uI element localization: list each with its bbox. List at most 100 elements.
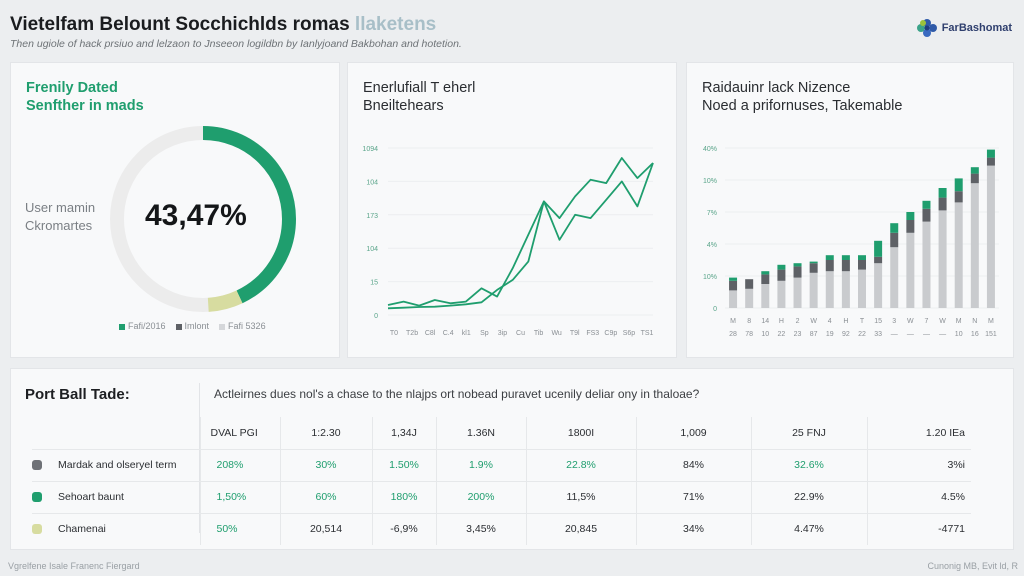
table-header-cell[interactable]: 1800I	[525, 417, 636, 450]
bar-segment-top[interactable]	[729, 277, 738, 281]
table-row[interactable]: Sehoart baunt 1,50% 60% 180% 200% 11,5% 71% 22.…	[32, 481, 971, 514]
x-tick-label: T9l	[570, 330, 580, 337]
bar-segment-top[interactable]	[938, 188, 947, 198]
bar-segment-top[interactable]	[890, 223, 899, 233]
table-header-cell[interactable]: 1:2.30	[279, 417, 372, 450]
bar-segment-mid[interactable]	[858, 260, 866, 270]
table-row[interactable]: Mardak and olseryel term 208% 30% 1.50% 1.9%…	[32, 449, 971, 482]
bar-segment-top[interactable]	[986, 149, 995, 158]
page-title: Vietelfam Belount Socchichlds romas llak…	[10, 14, 436, 36]
bar-segment-top[interactable]	[970, 167, 979, 174]
bar-segment-base[interactable]	[858, 269, 866, 308]
table-header-cell[interactable]: 1,009	[635, 417, 751, 450]
table-header-cell[interactable]: DVAL PGI	[199, 417, 280, 450]
bar-segment-base[interactable]	[745, 288, 754, 308]
line-series[interactable]	[387, 162, 654, 310]
row-color-dot	[32, 524, 42, 535]
bar-segment-mid[interactable]	[890, 232, 899, 248]
legend-item[interactable]: Fafi 5326	[219, 321, 266, 331]
bar-segment-mid[interactable]	[906, 220, 915, 233]
bar-segment-base[interactable]	[761, 284, 770, 308]
table-cell: 71%	[635, 481, 751, 514]
bar-segment-top[interactable]	[874, 240, 883, 257]
x-tick-label: H	[779, 318, 784, 325]
bar-segment-base[interactable]	[809, 272, 818, 308]
bar-chart-title: Raidauinr lack Nizence Noed a prifornuse…	[702, 79, 902, 115]
donut-segment[interactable]	[110, 126, 296, 312]
table-header-row: DVAL PGI 1:2.30 1,34J 1.36N 1800I 1,009 25 FNJ…	[32, 417, 971, 450]
table-cell: 60%	[279, 481, 372, 514]
bar-segment-top[interactable]	[809, 261, 818, 264]
bar-segment-base[interactable]	[793, 277, 802, 308]
bar-segment-mid[interactable]	[874, 256, 883, 264]
brand[interactable]: FarBashomat	[916, 18, 1012, 38]
bar-segment-base[interactable]	[938, 210, 947, 308]
table-header-cell[interactable]: 25 FNJ	[750, 417, 867, 450]
table-cell: 1,50%	[199, 481, 280, 514]
bar-segment-mid[interactable]	[841, 260, 850, 272]
bar-segment-top[interactable]	[841, 255, 850, 260]
table-header-cell[interactable]: 1.20 IEa	[866, 417, 971, 450]
x-tick-label: 15	[874, 318, 882, 325]
bar-segment-top[interactable]	[793, 263, 802, 267]
x-tick-label: 22	[778, 331, 786, 338]
x-tick-label: 22	[858, 331, 866, 338]
page-header: Vietelfam Belount Socchichlds romas llak…	[0, 0, 1024, 56]
bar-segment-top[interactable]	[761, 271, 770, 275]
bar-segment-base[interactable]	[874, 263, 883, 308]
bar-segment-mid[interactable]	[986, 157, 995, 166]
bar-segment-base[interactable]	[954, 202, 963, 308]
bar-segment-top[interactable]	[858, 255, 866, 260]
table-question: Actleirnes dues nol's a chase to the nla…	[214, 387, 700, 401]
x-tick-label: W	[810, 318, 817, 325]
x-tick-label: 10	[761, 331, 769, 338]
bar-segment-top[interactable]	[825, 255, 834, 260]
bar-segment-mid[interactable]	[825, 260, 834, 272]
bar-segment-base[interactable]	[777, 280, 786, 308]
table-row[interactable]: Chamenai 50% 20,514 -6,9% 3,45% 20,845 34% 4.47…	[32, 513, 971, 545]
bar-segment-mid[interactable]	[922, 208, 931, 222]
bar-segment-mid[interactable]	[938, 197, 947, 211]
bar-chart-title-line1: Raidauinr lack Nizence	[702, 80, 851, 96]
bar-segment-mid[interactable]	[954, 191, 963, 203]
bar-segment-base[interactable]	[825, 271, 834, 308]
x-tick-label: W	[939, 318, 946, 325]
row-label-cell: Chamenai	[32, 513, 200, 545]
table-header-cell[interactable]: 1,34J	[371, 417, 436, 450]
bar-segment-mid[interactable]	[970, 173, 979, 184]
row-label: Sehoart baunt	[58, 491, 124, 503]
bar-segment-mid[interactable]	[793, 266, 802, 278]
bar-segment-top[interactable]	[777, 264, 786, 270]
bar-segment-base[interactable]	[922, 221, 931, 308]
donut-title-line2: Senfther in mads	[26, 98, 144, 114]
bar-segment-base[interactable]	[841, 271, 850, 308]
x-tick-label: W	[907, 318, 914, 325]
table-header-cell[interactable]: 1.36N	[435, 417, 526, 450]
bar-segment-top[interactable]	[922, 200, 931, 209]
bar-segment-mid[interactable]	[729, 280, 738, 291]
table-cell: 3,45%	[435, 513, 526, 545]
bar-segment-base[interactable]	[890, 247, 899, 308]
x-tick-label: 7	[925, 318, 929, 325]
bar-segment-base[interactable]	[906, 232, 915, 308]
x-tick-label: C9p	[604, 330, 617, 337]
bar-segment-mid[interactable]	[745, 279, 754, 289]
bar-segment-mid[interactable]	[777, 269, 786, 281]
legend-label: Fafi 5326	[228, 321, 266, 331]
bar-segment-base[interactable]	[970, 183, 979, 308]
table-cell: 11,5%	[525, 481, 636, 514]
bar-segment-mid[interactable]	[809, 263, 818, 273]
legend-item[interactable]: Imlont	[175, 321, 209, 331]
bar-segment-base[interactable]	[986, 165, 995, 308]
data-table: DVAL PGI 1:2.30 1,34J 1.36N 1800I 1,009 25 FNJ…	[32, 417, 971, 545]
legend-item[interactable]: Fafi/2016	[119, 321, 166, 331]
x-tick-label: M	[956, 318, 962, 325]
page-title-accent: llaketens	[354, 14, 437, 35]
bar-segment-top[interactable]	[906, 212, 915, 220]
bar-segment-mid[interactable]	[761, 274, 770, 284]
line-series[interactable]	[387, 157, 654, 307]
bar-segment-top[interactable]	[954, 178, 963, 192]
bar-segment-base[interactable]	[729, 290, 738, 308]
donut-chart	[110, 126, 296, 312]
x-tick-label: 10	[955, 331, 963, 338]
